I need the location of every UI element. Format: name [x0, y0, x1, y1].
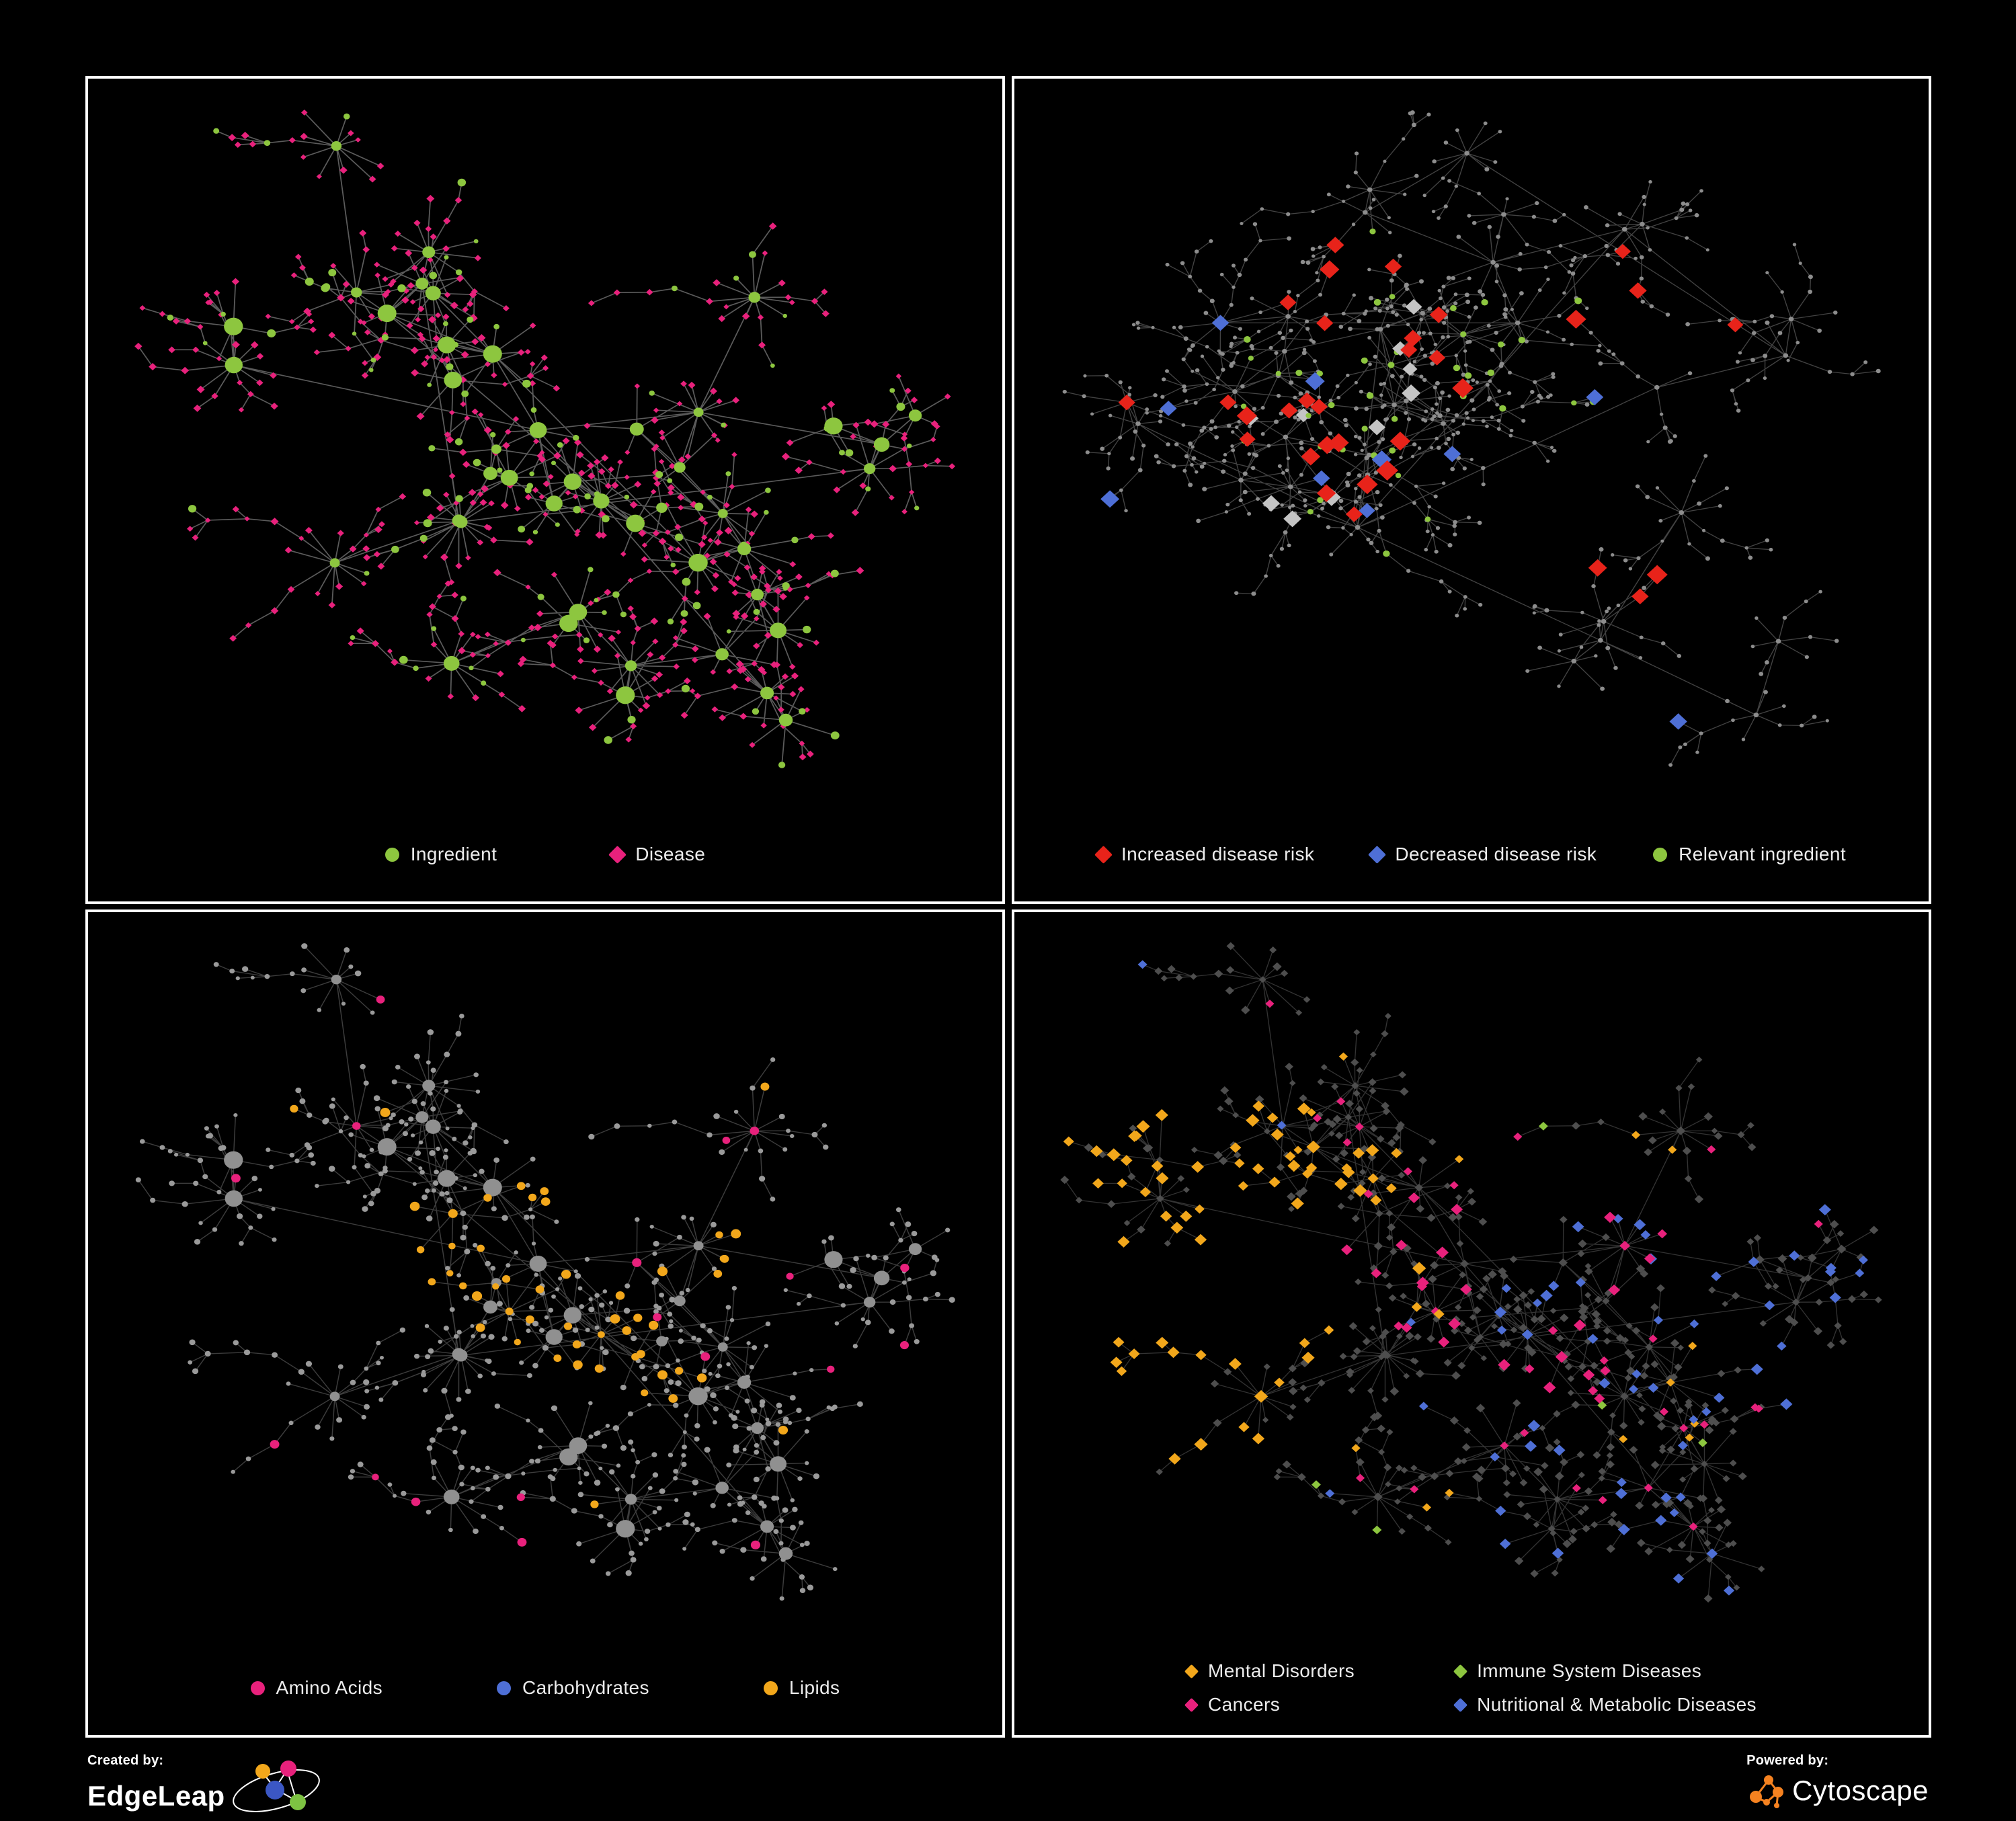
- legend-item-cancers: Cancers: [1184, 1694, 1355, 1715]
- created-by-block: Created by: EdgeLeap: [87, 1753, 329, 1821]
- network-graph-ingredient-disease: [134, 110, 956, 768]
- cytoscape-logo-icon: [1750, 1775, 1784, 1808]
- legend-label: Disease: [635, 844, 706, 864]
- legend-item-ingredient: Ingredient: [385, 844, 497, 865]
- legend-item-lipids: Lipids: [763, 1677, 840, 1699]
- legend-label: Decreased disease risk: [1395, 844, 1597, 864]
- legend-label: Relevant ingredient: [1679, 844, 1847, 864]
- legend-label: Ingredient: [410, 844, 497, 864]
- legend-item-relevant-ingredient: Relevant ingredient: [1653, 844, 1846, 865]
- legend-ingredient-disease: Ingredient Disease: [88, 807, 1002, 901]
- legend-label: Cancers: [1208, 1694, 1281, 1715]
- legend-label: Lipids: [789, 1677, 840, 1698]
- network-graph-macronutrients: [135, 943, 955, 1601]
- mental-disorders-diamond-icon: [1184, 1664, 1199, 1678]
- edgeleap-wordmark: EdgeLeap: [87, 1780, 225, 1812]
- legend-item-disease: Disease: [608, 844, 706, 865]
- network-graph-disease-classes: [1060, 942, 1882, 1603]
- network-graph-disease-risk: [1062, 110, 1881, 767]
- cytoscape-wordmark: Cytoscape: [1792, 1775, 1929, 1806]
- legend-disease-risk: Increased disease risk Decreased disease…: [1014, 807, 1929, 901]
- cancers-diamond-icon: [1184, 1697, 1199, 1712]
- ingredient-circle-icon: [385, 847, 399, 862]
- powered-by-label: Powered by:: [1746, 1753, 1829, 1768]
- disease-diamond-icon: [608, 845, 627, 864]
- relevant-ingredient-circle-icon: [1653, 847, 1668, 862]
- legend-label: Increased disease risk: [1121, 844, 1315, 864]
- legend-item-nutritional-metabolic-diseases: Nutritional & Metabolic Diseases: [1453, 1694, 1757, 1715]
- legend-label: Amino Acids: [276, 1677, 383, 1698]
- legend-item-carbohydrates: Carbohydrates: [497, 1677, 649, 1699]
- panel-macronutrient-network: Amino Acids Carbohydrates Lipids: [85, 909, 1005, 1738]
- amino-acids-circle-icon: [250, 1681, 265, 1695]
- nutritional-metabolic-diamond-icon: [1453, 1697, 1468, 1712]
- lipids-circle-icon: [763, 1681, 778, 1695]
- carbohydrates-circle-icon: [497, 1681, 512, 1695]
- legend-item-amino-acids: Amino Acids: [250, 1677, 383, 1699]
- legend-label: Mental Disorders: [1208, 1660, 1355, 1681]
- legend-label: Nutritional & Metabolic Diseases: [1477, 1694, 1757, 1715]
- decreased-risk-diamond-icon: [1368, 845, 1387, 864]
- edgeleap-logo-icon: [232, 1761, 320, 1812]
- legend-item-decreased-risk: Decreased disease risk: [1368, 844, 1597, 865]
- legend-item-immune-system-diseases: Immune System Diseases: [1453, 1660, 1757, 1682]
- increased-risk-diamond-icon: [1094, 845, 1113, 864]
- legend-macronutrients: Amino Acids Carbohydrates Lipids: [88, 1641, 1002, 1735]
- legend-item-mental-disorders: Mental Disorders: [1184, 1660, 1355, 1682]
- edgeleap-brand: EdgeLeap: [87, 1761, 329, 1821]
- legend-item-increased-risk: Increased disease risk: [1094, 844, 1315, 865]
- footer: Created by: EdgeLeap Powered by:: [87, 1753, 1929, 1821]
- powered-by-block: Powered by: Cytoscape: [1746, 1753, 1929, 1810]
- immune-system-diseases-diamond-icon: [1453, 1664, 1468, 1678]
- legend-label: Immune System Diseases: [1477, 1660, 1702, 1681]
- legend-disease-classes: Mental Disorders Immune System Diseases …: [1014, 1641, 1929, 1735]
- legend-label: Carbohydrates: [522, 1677, 649, 1698]
- cytoscape-brand: Cytoscape: [1746, 1771, 1929, 1810]
- panel-ingredient-disease-network: Ingredient Disease: [85, 76, 1005, 904]
- created-by-label: Created by:: [87, 1753, 164, 1768]
- panel-disease-class-network: Mental Disorders Immune System Diseases …: [1012, 909, 1931, 1738]
- figure-grid: Ingredient Disease Increased disease ris…: [85, 76, 1931, 1738]
- panel-disease-risk-network: Increased disease risk Decreased disease…: [1012, 76, 1931, 904]
